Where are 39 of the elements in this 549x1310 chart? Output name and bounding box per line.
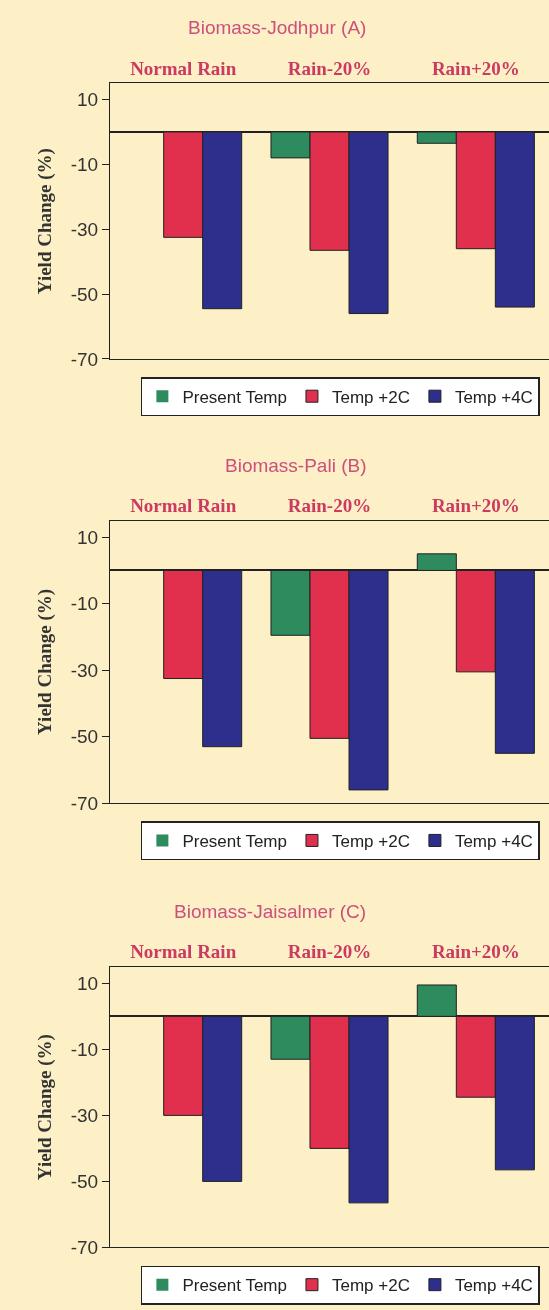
x-tick-label: Rain+20% [431, 57, 520, 79]
y-tick-label: -10 [70, 154, 99, 176]
x-tick-label: Rain-20% [287, 941, 372, 963]
x-tick-label: Normal Rain [130, 941, 237, 963]
y-tick-label: -50 [70, 283, 99, 305]
y-tick-label: -30 [70, 659, 99, 681]
x-tick-label: Normal Rain [130, 57, 237, 79]
legend-label: Temp +2C [331, 387, 410, 407]
y-tick-label: 10 [77, 89, 99, 111]
legend-label: Temp +2C [331, 832, 410, 852]
y-tick-label: -50 [70, 1171, 99, 1193]
y-tick-label: 10 [77, 972, 99, 994]
y-tick-label: -70 [70, 348, 99, 370]
y-tick-label: -70 [70, 792, 99, 814]
y-axis-title: Yield Change (%) [33, 1034, 56, 1181]
y-tick-label: -30 [70, 1105, 99, 1127]
legend-label: Present Temp [182, 832, 287, 852]
y-tick-label: -70 [70, 1237, 99, 1259]
legend-label: Temp +4C [454, 832, 533, 852]
y-tick-label: 10 [77, 526, 99, 548]
y-axis-title: Yield Change (%) [33, 148, 56, 295]
y-tick-label: -50 [70, 726, 99, 748]
x-tick-label: Normal Rain [130, 494, 237, 516]
x-tick-label: Rain-20% [287, 57, 372, 79]
legend-label: Temp +4C [454, 1276, 533, 1296]
chart-title: Biomass-Pali (B) [225, 455, 367, 476]
chart-title: Biomass-Jaisalmer (C) [174, 901, 367, 922]
x-tick-label: Rain+20% [431, 941, 520, 963]
x-tick-label: Rain+20% [431, 494, 520, 516]
legend-label: Present Temp [182, 1276, 287, 1296]
y-tick-label: -10 [70, 593, 99, 615]
y-axis-title: Yield Change (%) [33, 588, 56, 735]
y-tick-label: -30 [70, 218, 99, 240]
y-tick-label: -10 [70, 1039, 99, 1060]
legend-label: Temp +2C [331, 1276, 410, 1296]
chart-title: Biomass-Jodhpur (A) [188, 17, 367, 38]
legend-label: Present Temp [182, 387, 287, 407]
x-tick-label: Rain-20% [287, 494, 372, 516]
legend-label: Temp +4C [454, 387, 533, 407]
